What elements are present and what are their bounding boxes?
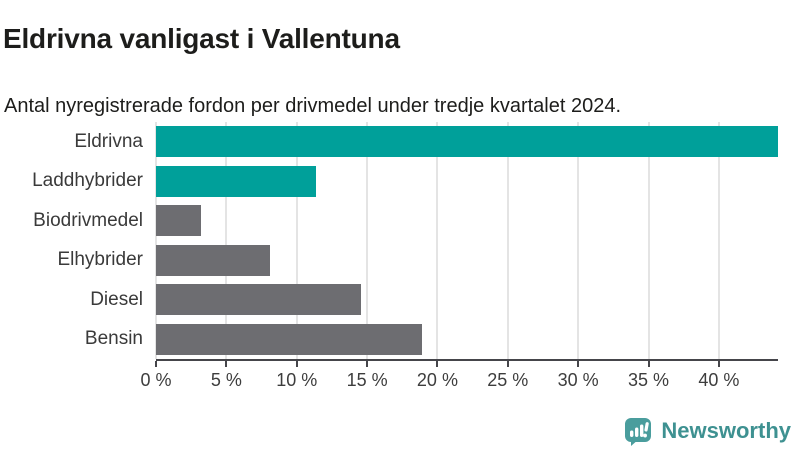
axis-tick	[155, 361, 157, 367]
axis-tick-label: 0 %	[140, 370, 172, 390]
plot-area: 0 % 5 % 10 % 15 % 20 % 25 % 30 % 35 % 40 %	[140, 122, 778, 397]
bar-row	[156, 320, 778, 360]
newsworthy-bar-chart-bubble-icon	[625, 418, 652, 446]
bar-row	[156, 201, 778, 241]
grid-line	[647, 122, 650, 359]
bar	[156, 323, 422, 355]
category-label: Bensin	[84, 328, 143, 350]
axis-tick	[506, 361, 509, 367]
axis-tick	[295, 361, 298, 367]
category-label: Elhybrider	[57, 249, 143, 271]
bar-chart: Eldrivna Laddhybrider Biodrivmedel Elhybrid…	[0, 122, 778, 397]
bar-row	[156, 162, 778, 202]
axis-tick-label: 40 %	[698, 370, 740, 390]
axis-tick	[366, 361, 369, 367]
bar	[156, 284, 362, 316]
grid-line	[577, 122, 580, 359]
axis-tick-label: 20 %	[416, 370, 458, 390]
x-axis-line	[156, 359, 778, 361]
bar-row	[156, 241, 778, 281]
grid-line	[436, 122, 439, 359]
axis-tick	[436, 361, 439, 367]
bar	[156, 126, 778, 158]
axis-tick	[225, 361, 228, 367]
newsworthy-logo: Newsworthy	[623, 416, 791, 446]
bar	[156, 205, 202, 237]
axis-tick-label: 10 %	[276, 370, 318, 390]
bars-container	[156, 122, 778, 359]
newsworthy-logo-text: Newsworthy	[661, 418, 791, 443]
grid-line	[225, 122, 228, 359]
mini-bar-chart-glyph	[630, 422, 650, 438]
axis-tick-label: 15 %	[346, 370, 388, 390]
bar-row	[156, 280, 778, 320]
axis-tick	[577, 361, 580, 367]
axis-tick-label: 30 %	[557, 370, 599, 390]
bar-row	[156, 122, 778, 162]
axis-tick-label: 35 %	[628, 370, 670, 390]
axis-tick-label: 25 %	[487, 370, 529, 390]
grid-line	[717, 122, 720, 359]
category-label: Biodrivmedel	[33, 209, 143, 231]
chart-subtitle: Antal nyregistrerade fordon per drivmede…	[4, 95, 622, 117]
grid-line	[155, 122, 157, 359]
axis-tick	[717, 361, 720, 367]
grid-line	[506, 122, 509, 359]
chart-title: Eldrivna vanligast i Vallentuna	[3, 22, 400, 54]
category-label: Laddhybrider	[32, 170, 143, 192]
category-labels: Eldrivna Laddhybrider Biodrivmedel Elhybrid…	[0, 122, 143, 359]
axis-tick-label: 5 %	[210, 370, 242, 390]
bar	[156, 244, 270, 276]
grid-line	[366, 122, 369, 359]
grid-line	[295, 122, 298, 359]
category-label: Eldrivna	[74, 130, 143, 152]
category-label: Diesel	[90, 288, 143, 310]
axis-tick	[647, 361, 650, 367]
bar	[156, 165, 317, 197]
